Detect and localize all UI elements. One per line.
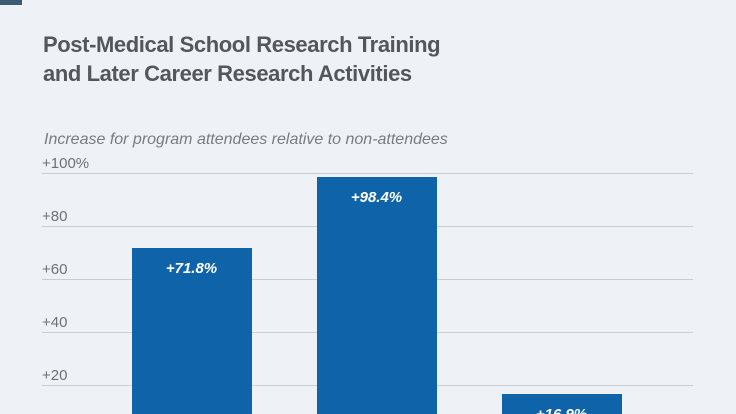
bar-value-label: +16.9%: [502, 406, 622, 414]
bar: +71.8%: [131, 247, 252, 414]
bar: +98.4%: [316, 177, 437, 414]
y-tick-label: +100%: [42, 155, 90, 172]
gridline: [42, 173, 693, 174]
bar-value-label: +71.8%: [165, 259, 218, 277]
bar: +16.9%: [501, 393, 622, 414]
y-tick-label: +60: [42, 261, 68, 279]
y-tick-label: +20: [42, 367, 68, 385]
chart-title: Post-Medical School Research Training an…: [43, 30, 441, 88]
chart-title-line2: and Later Career Research Activities: [43, 61, 412, 86]
bar-value-label: +98.4%: [350, 189, 403, 207]
y-tick-label: +40: [42, 314, 68, 332]
chart-subtitle: Increase for program attendees relative …: [44, 131, 448, 148]
y-tick-label: +80: [42, 208, 68, 226]
chart-title-line1: Post-Medical School Research Training: [43, 32, 441, 57]
top-left-artifact: [0, 0, 22, 5]
